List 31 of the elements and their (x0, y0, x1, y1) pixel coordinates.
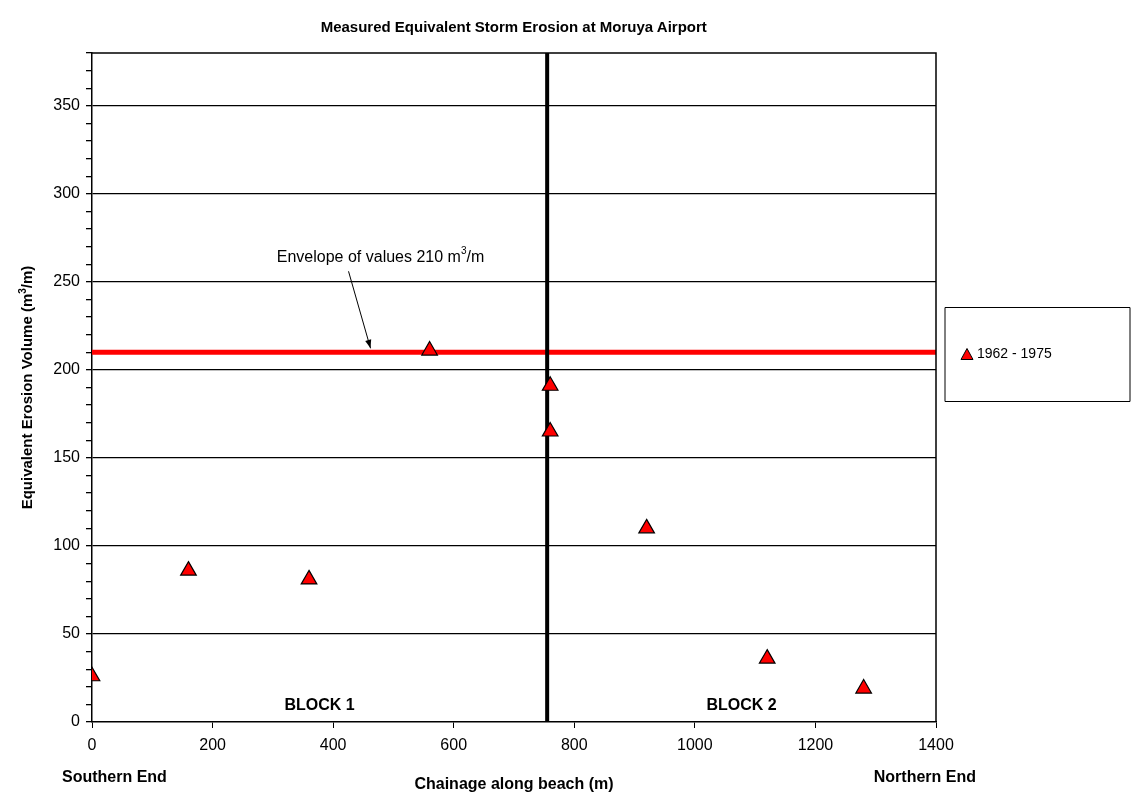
x-tick-label: 0 (87, 736, 97, 754)
point (638, 518, 656, 534)
annotation: BLOCK 1 (284, 696, 355, 714)
point (421, 340, 438, 356)
x-tick-label: 400 (319, 736, 347, 754)
y-tick-label: 350 (53, 96, 81, 114)
y-tick-label: 150 (53, 448, 81, 466)
point (541, 376, 559, 391)
x-tick-label: 200 (199, 736, 227, 754)
legend-label: 1962 - 1975 (977, 345, 1052, 362)
x-tick-label: 1200 (797, 736, 834, 754)
point (541, 421, 559, 437)
x-tick-label: 600 (440, 736, 468, 754)
y-tick-label: 300 (53, 184, 81, 202)
y-tick-label: 250 (53, 272, 81, 290)
text: Southern End (62, 768, 167, 786)
point (758, 649, 776, 664)
x-axis-title: Chainage along beach (m) (414, 774, 614, 792)
x-tick-label: 1400 (918, 736, 954, 754)
x-tick-label: 1000 (677, 736, 713, 754)
text: Northern End (873, 768, 976, 786)
y-tick-label: 200 (53, 360, 81, 378)
point (180, 561, 197, 576)
x-tick-label: 800 (560, 736, 588, 754)
y-tick-label: 0 (71, 712, 81, 730)
chart-title: Measured Equivalent Storm Erosion at Moruya Airport (320, 18, 707, 36)
point (855, 678, 873, 694)
point (300, 569, 318, 585)
annotation: BLOCK 2 (706, 696, 777, 714)
y-tick-label: 100 (53, 536, 81, 554)
y-tick-label: 50 (62, 624, 81, 642)
